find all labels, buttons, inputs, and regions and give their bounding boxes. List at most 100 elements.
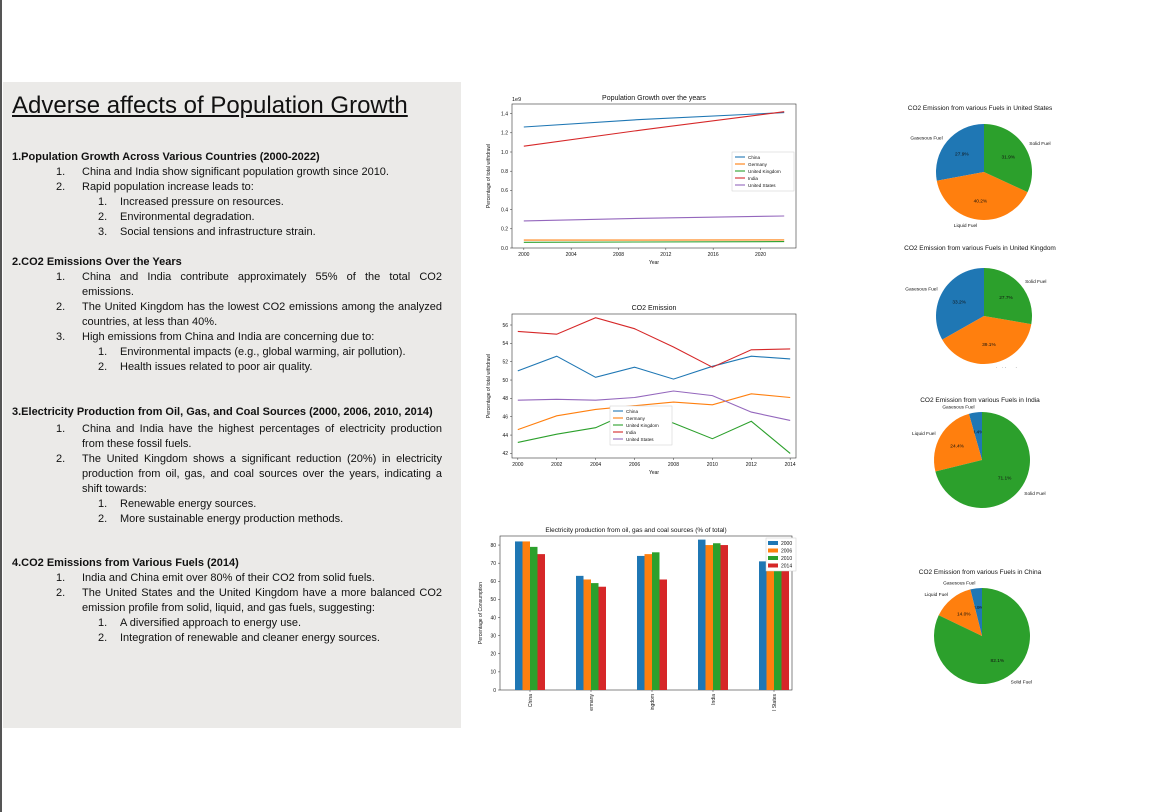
x-tick-label: l States [772,694,778,711]
sub-list-item: 1. Increased pressure on resources. [12,195,442,210]
series-line-united-states [523,215,785,222]
electricity-production-chart: Electricity production from oil, gas and… [478,527,797,711]
y-tick-label: 20 [490,652,496,658]
pie-slice-label: Liquid Fuel [993,367,1016,368]
axis-offset-label: 1e9 [512,97,521,103]
y-tick-label: 40 [490,615,496,621]
series-line-united-states [517,390,791,421]
y-tick-label: 48 [502,396,508,402]
bar-2010 [530,546,538,690]
pie-pct-label: 33.2% [952,299,966,305]
list-number: 3. [98,226,108,238]
x-tick-label: 2020 [755,252,766,258]
pie-pct-label: 39.1% [982,342,996,348]
y-tick-label: 0.8 [501,169,508,175]
sub-list-item: 1. A diversified approach to energy use. [12,616,442,631]
chart-title: Electricity production from oil, gas and… [545,527,726,534]
bar-2006 [522,541,530,690]
legend-label: China [748,155,760,160]
bar-2014 [781,568,789,690]
pie-slice-label: Solid Fuel [1011,679,1032,685]
list-item-text: Environmental impacts (e.g., global warm… [120,346,406,358]
series-line-china [517,355,791,380]
x-tick-label: 2006 [629,462,640,468]
pie-pct-label: 71.1% [998,476,1012,482]
bar-2000 [515,541,523,690]
pie-slice-label: Gasesous Fuel [943,580,975,586]
pie-slice-label: Solid Fuel [1029,141,1050,147]
list-item: 1. China and India show significant popul… [12,165,442,180]
y-tick-label: 0.6 [501,188,508,194]
pie-slice-label: Liquid Fuel [925,592,948,598]
list-item-text: The United Kingdom shows a significant r… [82,453,442,495]
sub-list-item: 1. Renewable energy sources. [12,497,442,512]
legend-label: 2014 [781,563,792,569]
pie-pct-label: 31.9% [1001,154,1015,160]
bar-2000 [698,539,706,690]
pie-chart-united-kingdom: CO2 Emission from various Fuels in Unite… [904,245,1056,368]
pie-pct-label: 14.0% [957,611,971,617]
list-item-text: Renewable energy sources. [120,498,257,510]
pie-slice-liquid-fuel [942,316,1032,364]
x-tick-label: 2002 [551,462,562,468]
bar-2006 [644,554,652,690]
y-tick-label: 0.0 [501,246,508,252]
section-co2-fuels: 4.CO2 Emissions from Various Fuels (2014… [12,556,442,646]
list-item-text: A diversified approach to energy use. [120,617,302,629]
pie-slice-solid-fuel [935,412,1030,508]
legend-label: Germany [748,162,768,167]
chart-title: CO2 Emission from various Fuels in Unite… [904,245,1056,252]
y-tick-label: 46 [502,415,508,421]
y-tick-label: 56 [502,323,508,329]
chart-title: CO2 Emission from various Fuels in China [919,569,1042,576]
x-tick-label: 2004 [590,462,601,468]
list-number: 2. [56,587,66,599]
list-number: 2. [98,361,108,373]
series-line-united-kingdom [523,241,785,243]
pie-slice-gasesous-fuel [935,268,984,340]
chart-title: CO2 Emission from various Fuels in India [920,397,1040,404]
list-number: 1. [56,166,66,178]
list-item-text: China and India contribute approximately… [82,271,442,298]
text-panel [3,82,461,728]
list-item-text: Social tensions and infrastructure strai… [120,226,316,238]
list-item: 2. The United Kingdom shows a significant… [12,452,442,497]
co2-emission-chart: CO2 Emission 2000 2002 2004 2006 2008 2010 2012… [486,305,797,474]
section-co2-emissions: 2.CO2 Emissions Over the Years 1. China a… [12,255,442,375]
x-tick-label: 2010 [707,462,718,468]
list-item-text: The United Kingdom has the lowest CO2 em… [82,301,442,328]
x-tick-label: China [528,694,534,707]
legend-swatch [768,563,778,568]
section-title: 3.Electricity Production from Oil, Gas, … [12,406,433,418]
x-tick-label: ingdom [650,694,656,710]
y-tick-label: 1.0 [501,150,508,156]
y-tick-label: 0.2 [501,227,508,233]
x-axis-label: Year [649,260,659,266]
x-tick-label: ermany [589,694,595,711]
pie-slice-label: Solid Fuel [1025,279,1046,285]
list-number: 2. [56,301,66,313]
y-tick-label: 52 [502,359,508,365]
y-tick-label: 42 [502,451,508,457]
y-tick-label: 44 [502,433,508,439]
pie-slice-label: Gasesous Fuel [910,135,942,141]
bar-2010 [591,583,599,690]
pie-pct-label: 27.9% [955,151,969,157]
legend-label: United Kingdom [748,169,781,174]
list-number: 2. [56,181,66,193]
plot-frame [511,313,797,459]
y-tick-label: 60 [490,579,496,585]
pie-slice-label: Gasesous Fuel [942,405,974,411]
pie-slice-gasesous-fuel [970,588,982,636]
pie-chart-india: CO2 Emission from various Fuels in India… [912,397,1046,508]
list-item-text: Integration of renewable and cleaner ene… [120,632,380,644]
bar-2010 [774,564,782,690]
sub-list-item: 2. Environmental degradation. [12,210,442,225]
x-tick-label: 2000 [512,462,523,468]
pie-pct-label: 4.4% [973,429,985,435]
list-item: 2. The United Kingdom has the lowest CO2 … [12,300,442,330]
bar-2014 [720,545,728,690]
list-number: 1. [98,498,108,510]
list-item-text: High emissions from China and India are … [82,331,375,343]
list-number: 2. [98,632,108,644]
